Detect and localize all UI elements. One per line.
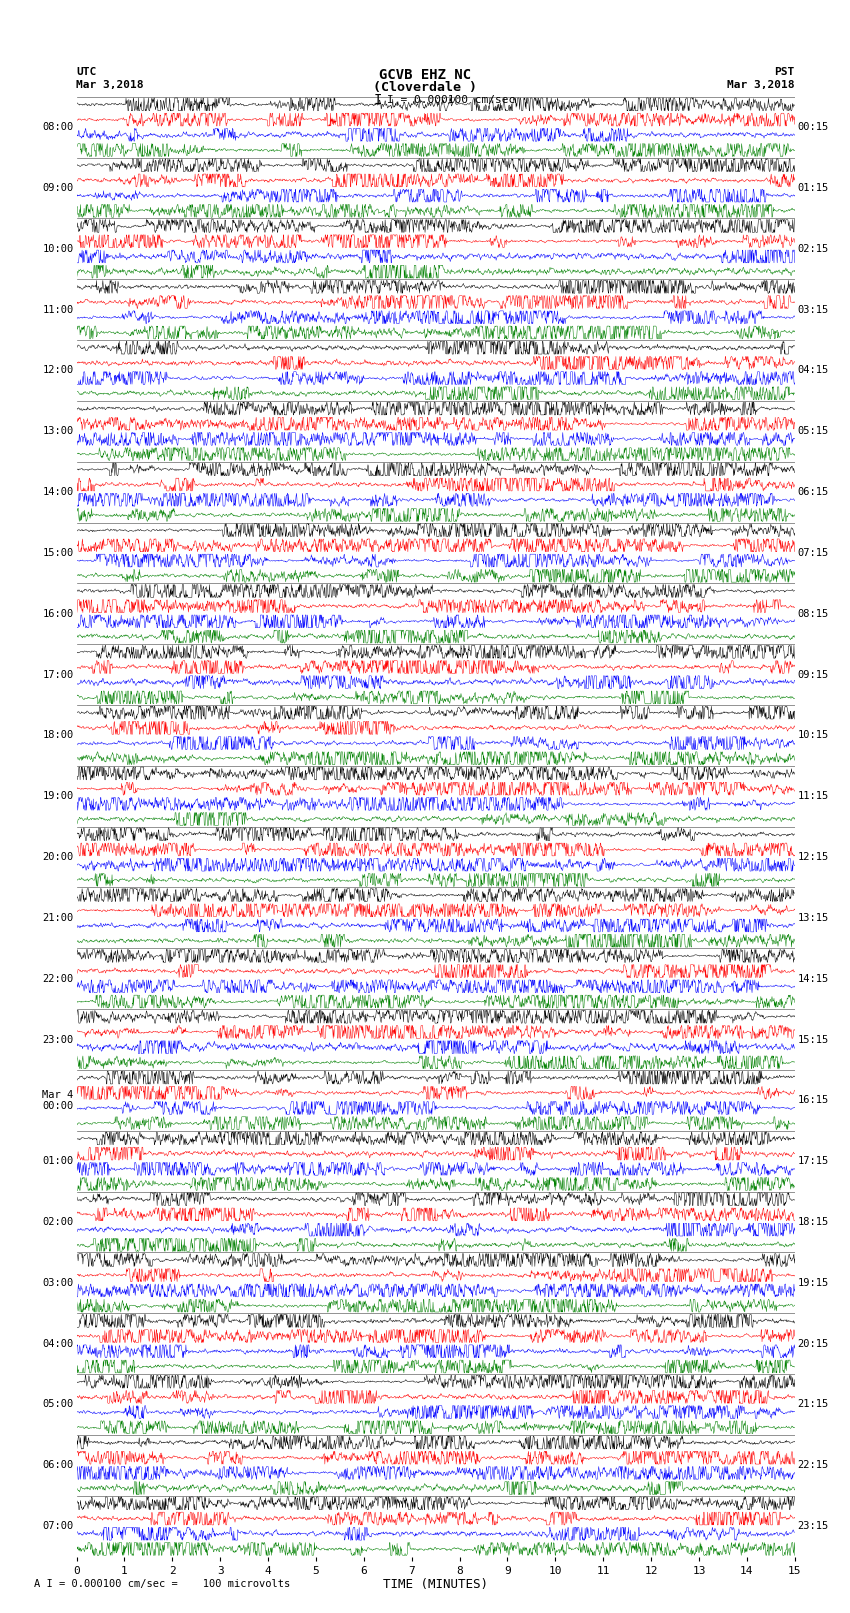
Text: GCVB EHZ NC: GCVB EHZ NC — [379, 68, 471, 82]
Text: A I = 0.000100 cm/sec =    100 microvolts: A I = 0.000100 cm/sec = 100 microvolts — [34, 1579, 290, 1589]
Text: I = 0.000100 cm/sec: I = 0.000100 cm/sec — [387, 95, 515, 105]
Text: Mar 3,2018: Mar 3,2018 — [76, 79, 144, 90]
Text: Mar 3,2018: Mar 3,2018 — [728, 79, 795, 90]
X-axis label: TIME (MINUTES): TIME (MINUTES) — [383, 1579, 488, 1592]
Text: UTC: UTC — [76, 66, 97, 77]
Text: PST: PST — [774, 66, 795, 77]
Text: I: I — [374, 94, 382, 106]
Text: (Cloverdale ): (Cloverdale ) — [373, 81, 477, 95]
